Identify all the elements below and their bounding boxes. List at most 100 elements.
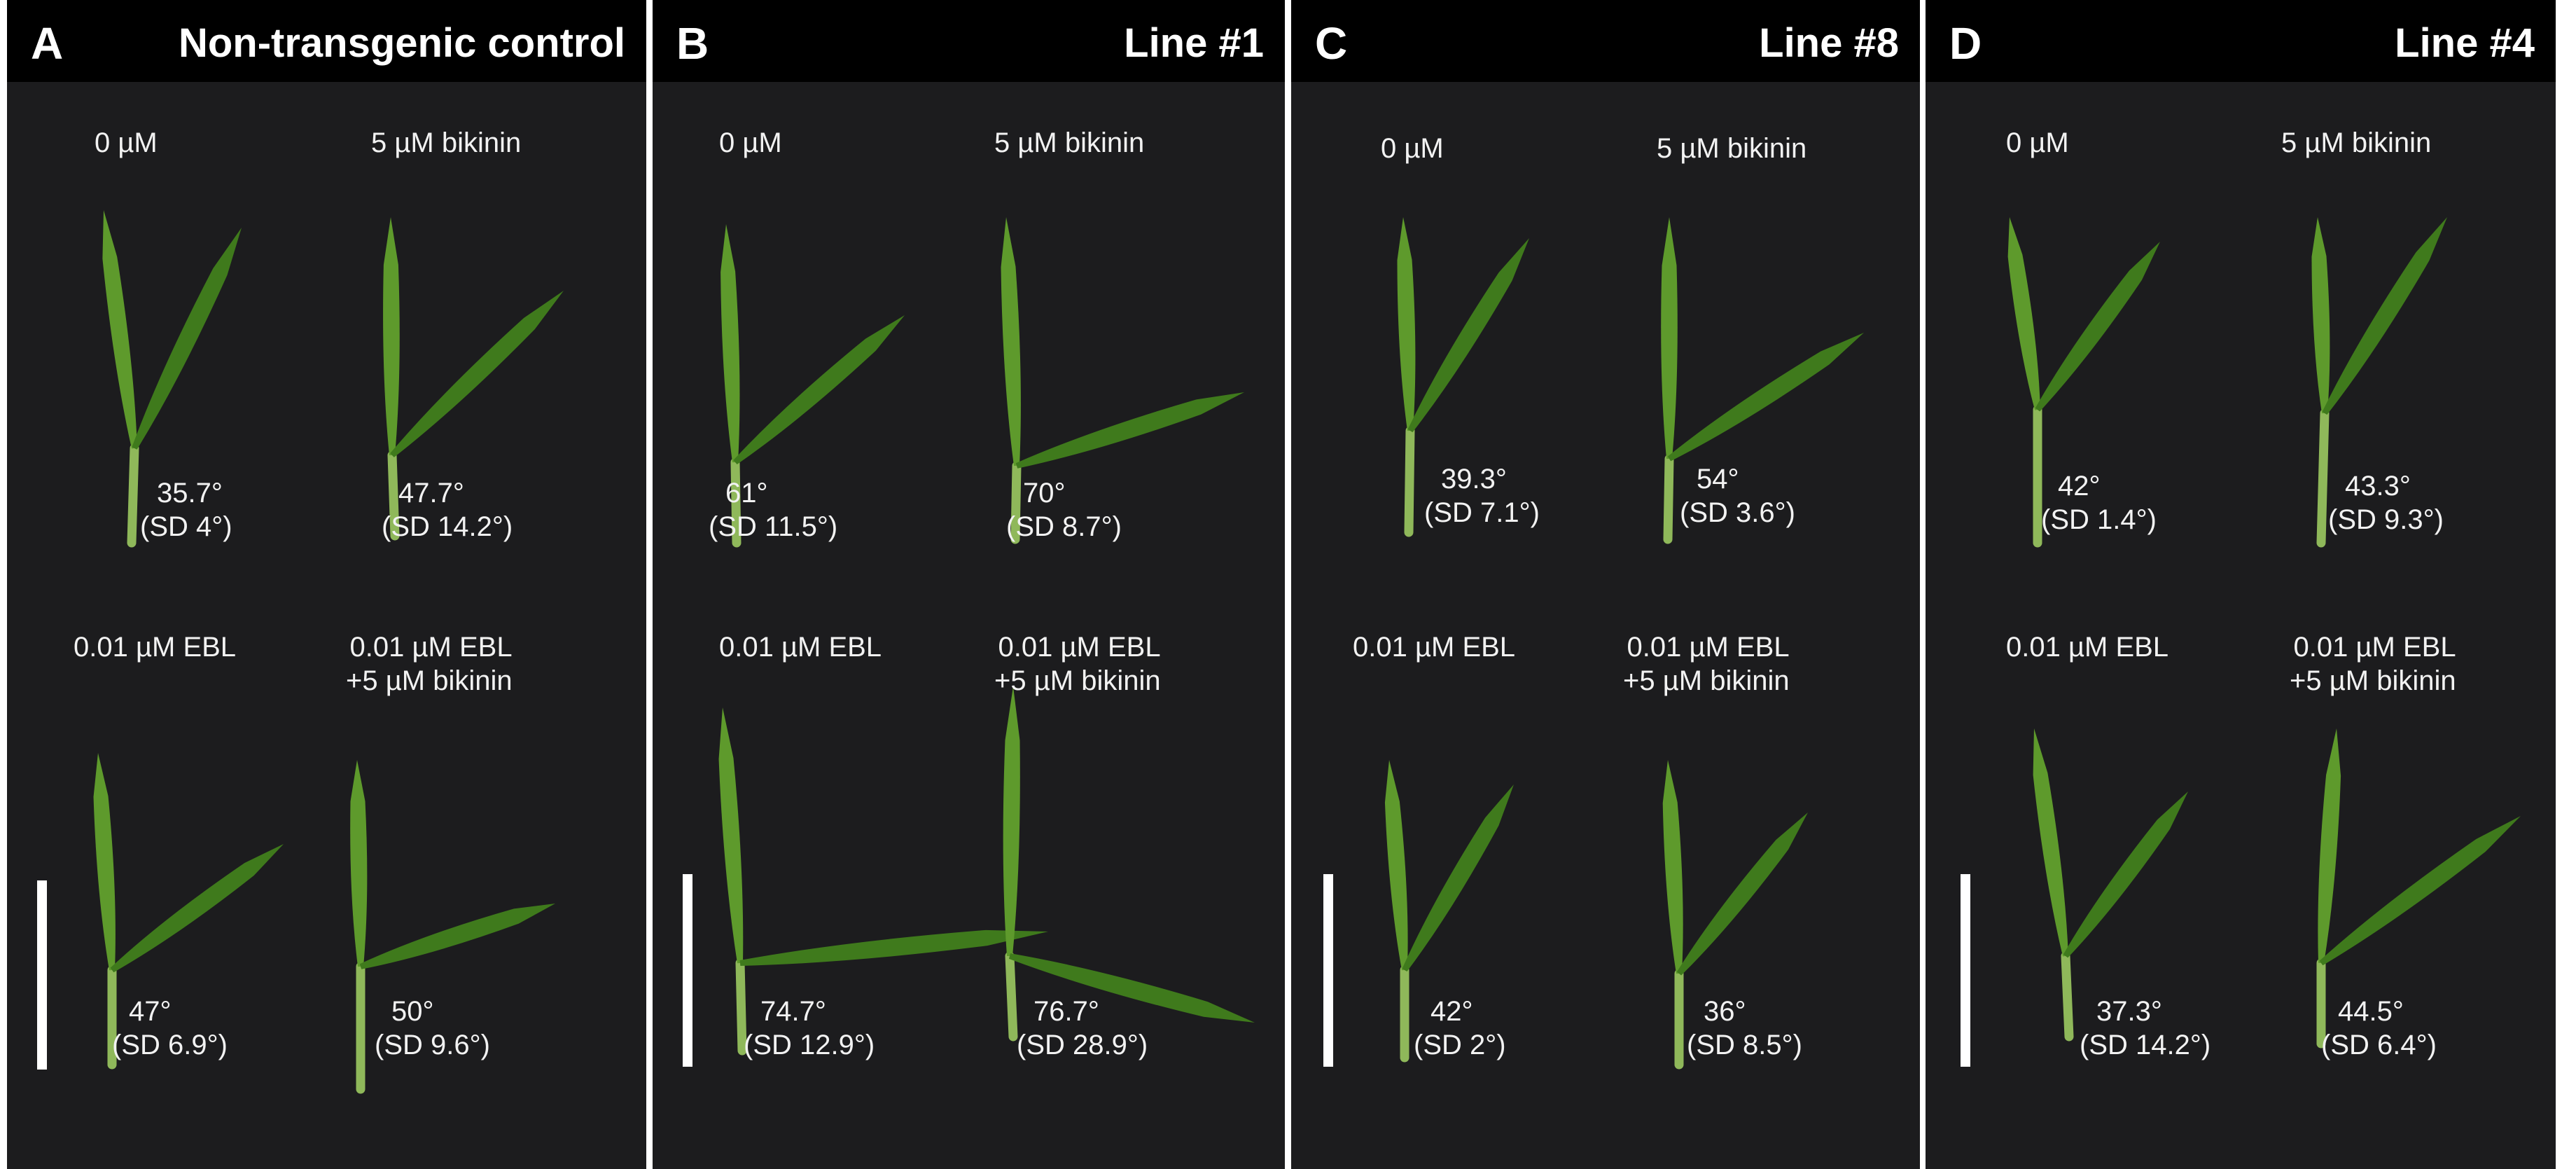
seedling-bikinin — [2311, 217, 2447, 548]
angle-value: 43.3° — [2345, 471, 2411, 502]
scale-bar — [1961, 874, 1970, 1067]
seedling-bikinin — [1001, 217, 1244, 544]
angle-sd: (SD 14.2°) — [382, 511, 513, 542]
angle-value: 76.7° — [1033, 996, 1099, 1027]
scale-bar — [683, 874, 692, 1067]
condition-label-control: 0 µM — [719, 127, 782, 158]
first-leaf — [720, 224, 740, 463]
seedling-ebl — [1384, 760, 1514, 1063]
seedling-control — [2007, 217, 2160, 548]
first-leaf — [350, 760, 368, 967]
second-leaf — [390, 291, 564, 457]
angle-measurement-ebl: 42° (SD 2°) — [1414, 995, 1506, 1062]
second-leaf — [2322, 217, 2447, 415]
panel-header-d: D Line #4 — [1926, 0, 2556, 82]
seedling-control — [1397, 217, 1529, 537]
condition-label-ebl-bikinin: 0.01 µM EBL +5 µM bikinin — [2290, 632, 2456, 696]
angle-measurement-bikinin: 47.7° (SD 14.2°) — [382, 476, 513, 544]
condition-label-bikinin: 5 µM bikinin — [2281, 127, 2432, 158]
seedling-ebl-bikinin — [350, 760, 555, 1094]
seedling-control — [102, 210, 242, 548]
angle-sd: (SD 14.2°) — [2080, 1030, 2211, 1060]
seedlings-b — [718, 217, 1255, 1056]
angle-sd: (SD 11.5°) — [709, 511, 838, 542]
angle-value: 44.5° — [2338, 996, 2404, 1027]
second-leaf — [2035, 242, 2160, 412]
leaf-sheath — [1010, 461, 1022, 544]
angle-value: 54° — [1697, 464, 1739, 494]
angle-measurement-ebl: 74.7° (SD 12.9°) — [744, 995, 875, 1062]
angle-sd: (SD 9.6°) — [375, 1030, 490, 1060]
first-leaf — [383, 217, 400, 456]
seedling-ebl-bikinin — [1662, 760, 1808, 1070]
second-leaf — [110, 844, 284, 973]
angle-value: 39.3° — [1441, 464, 1507, 494]
second-leaf — [132, 228, 242, 450]
first-leaf — [1003, 686, 1020, 957]
angle-measurement-ebl-bikinin: 50° (SD 9.6°) — [375, 995, 490, 1062]
first-leaf — [1661, 217, 1678, 459]
angle-measurement-control: 61° (SD 11.5°) — [709, 476, 837, 544]
condition-label-bikinin: 5 µM bikinin — [994, 127, 1145, 158]
panel-header-c: C Line #8 — [1291, 0, 1920, 82]
angle-value: 35.7° — [157, 478, 223, 509]
seedlings-c — [1384, 217, 1864, 1070]
seedling-ebl — [93, 753, 284, 1070]
panel-title: Line #4 — [2395, 20, 2535, 66]
seedlings-d — [2007, 217, 2521, 1049]
angle-sd: (SD 9.3°) — [2328, 504, 2444, 535]
first-leaf — [2033, 728, 2068, 957]
angle-measurement-control: 35.7° (SD 4°) — [140, 476, 232, 544]
condition-label-bikinin: 5 µM bikinin — [1657, 133, 1807, 164]
angle-value: 47.7° — [398, 478, 464, 509]
condition-label-ebl: 0.01 µM EBL — [719, 632, 882, 663]
angle-sd: (SD 8.7°) — [1006, 511, 1122, 542]
condition-label-bikinin: 5 µM bikinin — [371, 127, 522, 158]
angle-measurement-bikinin: 43.3° (SD 9.3°) — [2328, 469, 2444, 537]
angle-sd: (SD 6.9°) — [112, 1030, 228, 1060]
angle-value: 61° — [725, 478, 768, 509]
panel-header-b: B Line #1 — [653, 0, 1285, 82]
leaf-sheath — [1663, 454, 1674, 544]
second-leaf — [739, 929, 1048, 966]
first-leaf — [1384, 760, 1408, 971]
angle-sd: (SD 4°) — [140, 511, 232, 542]
leaf-sheath — [127, 443, 139, 548]
first-leaf — [1001, 217, 1021, 466]
angle-sd: (SD 8.5°) — [1687, 1030, 1802, 1060]
panel-letter: C — [1315, 18, 1348, 69]
condition-label-ebl: 0.01 µM EBL — [1353, 632, 1516, 663]
leaf-sheath — [387, 450, 400, 541]
first-leaf — [1397, 217, 1416, 431]
angle-value: 37.3° — [2096, 996, 2162, 1027]
second-leaf — [1407, 238, 1529, 433]
seedling-bikinin — [383, 217, 564, 541]
second-leaf — [1667, 333, 1864, 462]
angle-measurement-ebl-bikinin: 36° (SD 8.5°) — [1687, 995, 1802, 1062]
angle-sd: (SD 7.1°) — [1424, 497, 1540, 528]
second-leaf — [1402, 784, 1514, 972]
angle-sd: (SD 28.9°) — [1017, 1030, 1148, 1060]
leaf-sheath — [730, 457, 742, 548]
angle-measurement-control: 39.3° (SD 7.1°) — [1424, 462, 1540, 530]
angle-value: 36° — [1704, 996, 1746, 1027]
condition-label-ebl: 0.01 µM EBL — [74, 632, 237, 663]
angle-sd: (SD 3.6°) — [1680, 497, 1795, 528]
second-leaf — [2063, 791, 2188, 958]
seedling-control — [720, 224, 905, 548]
panel-d: D Line #4 0 µM 5 µM bikinin 0.01 µM EBL 0.01 … — [1926, 0, 2556, 1169]
condition-label-ebl-bikinin: 0.01 µM EBL +5 µM bikinin — [346, 632, 513, 696]
condition-label-control: 0 µM — [2006, 127, 2069, 158]
second-leaf — [1008, 953, 1255, 1023]
seedlings-a — [93, 210, 564, 1094]
seedling-bikinin — [1661, 217, 1864, 544]
second-leaf — [1015, 392, 1244, 469]
angle-measurement-bikinin: 70° (SD 8.7°) — [1006, 476, 1122, 544]
condition-label-ebl-bikinin: 0.01 µM EBL +5 µM bikinin — [1623, 632, 1790, 696]
angle-sd: (SD 2°) — [1414, 1030, 1506, 1060]
first-leaf — [93, 753, 116, 971]
leaf-sheath — [1404, 426, 1415, 537]
second-leaf — [733, 315, 905, 465]
angle-measurement-control: 42° (SD 1.4°) — [2041, 469, 2157, 537]
condition-label-ebl: 0.01 µM EBL — [2006, 632, 2169, 663]
